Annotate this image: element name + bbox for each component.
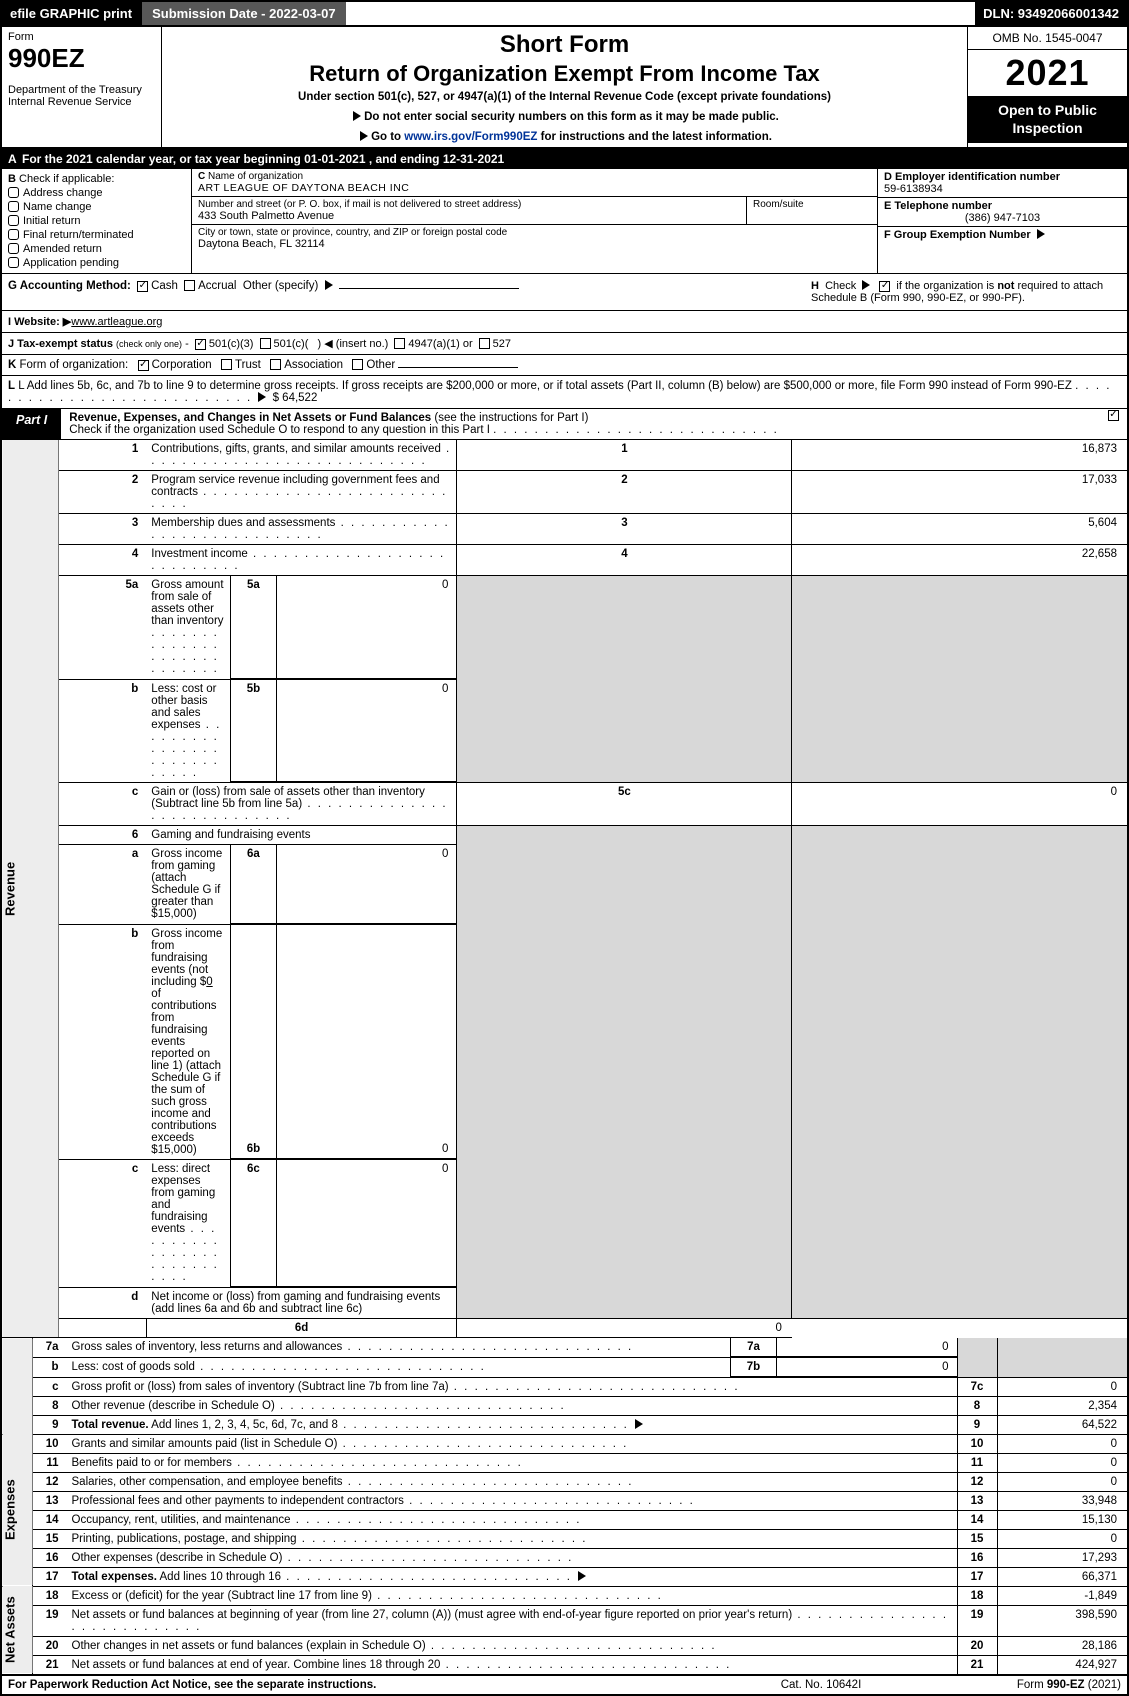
section-k: K Form of organization: Corporation Trus… [2, 355, 1127, 376]
form-number: 990EZ [8, 43, 155, 74]
form-header: Form 990EZ Department of the Treasury In… [0, 27, 1129, 149]
room-suite-label: Room/suite [747, 197, 877, 224]
form-word: Form [8, 31, 155, 43]
chk-name-change[interactable]: Name change [8, 201, 185, 213]
chk-accrual[interactable] [184, 280, 195, 291]
expenses-label: Expenses [2, 1434, 33, 1586]
col-c: C Name of organization ART LEAGUE OF DAY… [192, 169, 877, 273]
telephone: (386) 947-7103 [884, 212, 1121, 224]
line-1-amt: 16,873 [792, 440, 1127, 471]
chk-initial-return[interactable]: Initial return [8, 215, 185, 227]
top-bar: efile GRAPHIC print Submission Date - 20… [0, 0, 1129, 27]
tax-year: 2021 [968, 50, 1127, 96]
chk-final-return[interactable]: Final return/terminated [8, 229, 185, 241]
chk-527[interactable] [479, 338, 490, 349]
chk-corp[interactable] [138, 360, 149, 371]
org-city: Daytona Beach, FL 32114 [198, 238, 871, 250]
website[interactable]: www.artleague.org [71, 316, 162, 328]
open-to-public: Open to Public Inspection [968, 96, 1127, 143]
instruction-1: Do not enter social security numbers on … [170, 111, 959, 123]
chk-other[interactable] [352, 359, 363, 370]
efile-label[interactable]: efile GRAPHIC print [2, 2, 140, 25]
chk-address-change[interactable]: Address change [8, 187, 185, 199]
triangle-icon [353, 111, 361, 121]
netassets-label: Net Assets [2, 1586, 33, 1674]
department: Department of the Treasury Internal Reve… [8, 84, 155, 108]
submission-date: Submission Date - 2022-03-07 [140, 2, 346, 25]
row-a: AFor the 2021 calendar year, or tax year… [2, 149, 1127, 169]
col-b: B Check if applicable: Address change Na… [2, 169, 192, 273]
cat-no: Cat. No. 10642I [721, 1679, 921, 1691]
col-def: D Employer identification number 59-6138… [877, 169, 1127, 273]
triangle-icon [360, 131, 368, 141]
part-i-header: Part I Revenue, Expenses, and Changes in… [2, 409, 1127, 440]
chk-amended-return[interactable]: Amended return [8, 243, 185, 255]
omb-number: OMB No. 1545-0047 [968, 27, 1127, 50]
paperwork-notice: For Paperwork Reduction Act Notice, see … [8, 1679, 721, 1691]
instruction-2: Go to www.irs.gov/Form990EZ for instruct… [170, 131, 959, 143]
chk-schedule-o[interactable] [1108, 410, 1119, 421]
section-bcdef: B Check if applicable: Address change Na… [2, 169, 1127, 274]
part-i-table-2: 7aGross sales of inventory, less returns… [2, 1338, 1127, 1675]
irs-link[interactable]: www.irs.gov/Form990EZ [404, 131, 537, 143]
section-g-h: H Check if the organization is not requi… [2, 274, 1127, 311]
form-ref: Form 990-EZ (2021) [921, 1679, 1121, 1691]
chk-assoc[interactable] [270, 359, 281, 370]
revenue-label-cont [2, 1338, 33, 1435]
ein: 59-6138934 [884, 183, 1121, 195]
chk-h[interactable] [879, 281, 890, 292]
part-i-table: Revenue 1Contributions, gifts, grants, a… [2, 440, 1127, 1338]
chk-501c3[interactable] [195, 339, 206, 350]
section-h: H Check if the organization is not requi… [811, 280, 1121, 304]
short-form-title: Short Form [170, 31, 959, 59]
chk-501c[interactable] [260, 338, 271, 349]
gross-receipts: $ 64,522 [273, 392, 318, 404]
org-name: ART LEAGUE OF DAYTONA BEACH INC [198, 182, 871, 194]
return-title: Return of Organization Exempt From Incom… [170, 61, 959, 87]
chk-trust[interactable] [221, 359, 232, 370]
chk-4947[interactable] [394, 338, 405, 349]
footer: For Paperwork Reduction Act Notice, see … [0, 1675, 1129, 1696]
section-i: I Website: ▶www.artleague.org [2, 311, 1127, 333]
triangle-icon [1037, 229, 1045, 239]
chk-application-pending[interactable]: Application pending [8, 257, 185, 269]
section-j: J Tax-exempt status (check only one) - 5… [2, 333, 1127, 355]
revenue-label: Revenue [2, 440, 59, 1337]
under-section: Under section 501(c), 527, or 4947(a)(1)… [170, 91, 959, 103]
dln: DLN: 93492066001342 [975, 2, 1127, 25]
org-address: 433 South Palmetto Avenue [198, 210, 740, 222]
chk-cash[interactable] [137, 281, 148, 292]
section-l: L L Add lines 5b, 6c, and 7b to line 9 t… [2, 376, 1127, 409]
